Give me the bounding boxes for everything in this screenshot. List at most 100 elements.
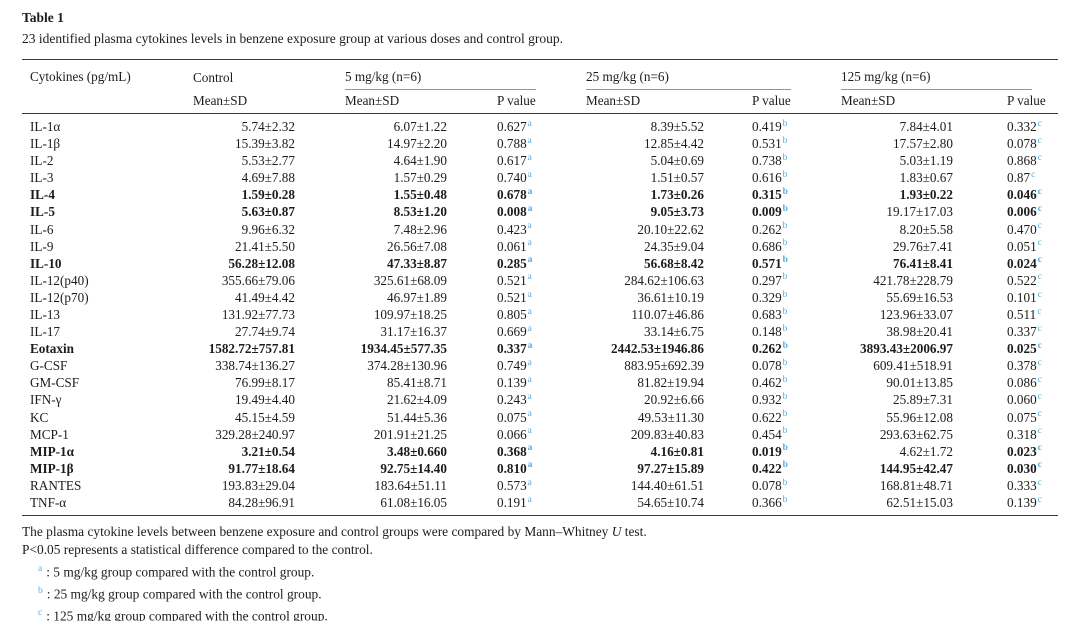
control-mean-sd: 329.28±240.97 [215,426,295,442]
footnote-marker-c: c [1037,204,1042,215]
dose-25-meansd-header: Mean±SD [562,90,712,114]
cytokine-row: IL-3 4.69±7.88 1.57±0.29 0.740a 1.51±0.57 0.6… [22,169,1058,186]
cytokine-name: IL-5 [30,204,55,220]
cytokine-name: RANTES [30,477,82,493]
control-mean-sd: 91.77±18.64 [228,460,295,476]
d5-p-value: 0.788a [497,135,532,152]
d25-mean-sd: 4.16±0.81 [650,443,704,459]
d125-mean-sd: 144.95±42.47 [879,460,953,476]
control-mean-sd: 1582.72±757.81 [208,341,295,357]
d5-p-value: 0.678a [497,186,533,203]
footnote-marker-a: a [527,323,532,334]
d125-mean-sd: 29.76±7.41 [893,238,953,254]
d125-mean-sd: 5.03±1.19 [899,153,953,169]
d125-mean-sd: 1.83±0.67 [899,170,953,186]
d5-mean-sd: 61.08±16.05 [307,493,457,516]
footnote-marker-c: c [1037,340,1042,351]
control-mean-sd: 4.69±7.88 [241,170,295,186]
control-mean-sd: 19.49±4.40 [235,392,295,408]
subheader-row: Mean±SD Mean±SD P value Mean±SD P value … [22,90,1058,114]
footnote-marker-a: a [527,426,532,437]
d125-p-value: 0.030c [1007,460,1042,476]
d25-mean-sd: 54.65±10.74 [562,493,712,516]
d5-p-value: 0.740a [497,169,532,186]
d125-mean-sd: 19.17±17.03 [886,204,953,220]
cytokine-row: IL-1α 5.74±2.32 6.07±1.22 0.627a 8.39±5.52 0.… [22,114,1058,136]
d125-mean-sd: 293.63±62.75 [879,426,953,442]
footnote-marker-b: b [782,152,788,163]
d25-mean-sd: 12.85±4.42 [644,136,704,152]
d5-mean-sd: 183.64±51.11 [374,477,447,493]
d25-p-value: 0.683b [752,306,788,322]
cytokine-row: IL-17 27.74±9.74 31.17±16.37 0.669a 33.14±6.… [22,323,1058,340]
cytokine-row: G-CSF 338.74±136.27 374.28±130.96 0.749a 883… [22,357,1058,374]
d5-p-value: 0.066a [497,426,532,442]
d5-mean-sd: 325.61±68.09 [373,272,447,288]
d125-p-value: 0.139c [967,493,1058,516]
footnote-marker-a: a [527,152,532,163]
d25-p-value: 0.329b [752,289,788,305]
footnote-c-marker: c [38,607,43,618]
d125-p-value: 0.378c [1007,357,1042,374]
d25-p-value: 0.078b [752,477,788,493]
d125-p-value: 0.87c [1007,169,1036,186]
d5-mean-sd: 6.07±1.22 [393,119,447,134]
dose-125-pvalue-header: P value [967,90,1058,114]
d5-p-value: 0.669a [497,323,532,340]
d125-mean-sd: 3893.43±2006.97 [860,341,953,357]
d5-mean-sd: 31.17±16.37 [380,324,447,340]
cytokine-row: IL-10 56.28±12.08 47.33±8.87 0.285a 56.68±8.… [22,255,1058,272]
cytokine-name: G-CSF [30,358,68,374]
cytokine-table: Cytokines (pg/mL) Control 5 mg/kg (n=6) … [22,59,1058,516]
cytokine-name: MIP-1α [30,443,74,459]
d25-mean-sd: 56.68±8.42 [644,255,704,271]
d5-p-value: 0.521a [497,289,532,305]
cytokines-column-header: Cytokines (pg/mL) [22,59,187,114]
dose-125-group-header: 125 mg/kg (n=6) [817,60,1058,90]
cytokine-row: IL-6 9.96±6.32 7.48±2.96 0.423a 20.10±22.62 0… [22,220,1058,237]
group-header-row: Cytokines (pg/mL) Control 5 mg/kg (n=6) … [22,59,1058,114]
d5-p-value: 0.191a [457,493,562,516]
d125-p-value: 0.024c [1007,255,1042,271]
cytokine-name: Eotaxin [30,341,74,357]
cytokine-row: MIP-1α 3.21±0.54 3.48±0.660 0.368a 4.16±0.81… [22,443,1058,460]
d25-p-value: 0.616b [752,169,788,186]
d5-p-value: 0.075a [497,409,532,425]
control-mean-sd: 338.74±136.27 [215,358,295,374]
d5-p-value: 0.749a [497,357,532,374]
footnote-marker-c: c [1037,255,1042,266]
d125-mean-sd: 4.62±1.72 [899,443,953,459]
footnote-marker-a: a [527,494,532,505]
d125-mean-sd: 1.93±0.22 [899,187,953,203]
footnote-marker-c: c [1037,323,1042,334]
dose-25-pvalue-header: P value [712,90,817,114]
footnote-marker-b: b [782,374,788,385]
cytokine-name: MCP-1 [30,426,69,442]
d125-mean-sd: 17.57±2.80 [893,136,953,152]
footnote-marker-a: a [527,272,532,283]
cytokine-row: MCP-1 329.28±240.97 201.91±21.25 0.066a 209.… [22,426,1058,443]
footnote-marker-b: b [782,238,788,249]
dose-5-pvalue-header: P value [457,90,562,114]
footnote-marker-a: a [527,392,532,403]
cytokine-row: IFN-γ 19.49±4.40 21.62±4.09 0.243a 20.92±6.6… [22,391,1058,408]
footnote-marker-b: b [782,221,788,232]
d5-mean-sd: 46.97±1.89 [387,289,447,305]
d25-p-value: 0.932b [752,392,788,408]
d25-p-value: 0.462b [752,374,788,391]
d5-mean-sd: 1.55±0.48 [393,187,447,203]
footnote-marker-a: a [527,477,532,488]
control-meansd-header: Mean±SD [187,90,307,114]
footnote-marker-a: a [527,135,532,146]
table-body: IL-1α 5.74±2.32 6.07±1.22 0.627a 8.39±5.52 0.… [22,114,1058,516]
d125-mean-sd: 38.98±20.41 [886,324,953,340]
d25-p-value: 0.297b [752,272,788,288]
d5-mean-sd: 85.41±8.71 [387,375,447,391]
cytokine-row: IL-12(p40) 355.66±79.06 325.61±68.09 0.521a… [22,272,1058,289]
footnote-marker-c: c [1037,221,1042,232]
d25-p-value: 0.315b [752,186,788,203]
d5-mean-sd: 109.97±18.25 [373,306,447,322]
d5-p-value: 0.337a [497,340,533,357]
d25-p-value: 0.571b [752,255,788,271]
footnote-marker-c: c [1037,357,1042,368]
